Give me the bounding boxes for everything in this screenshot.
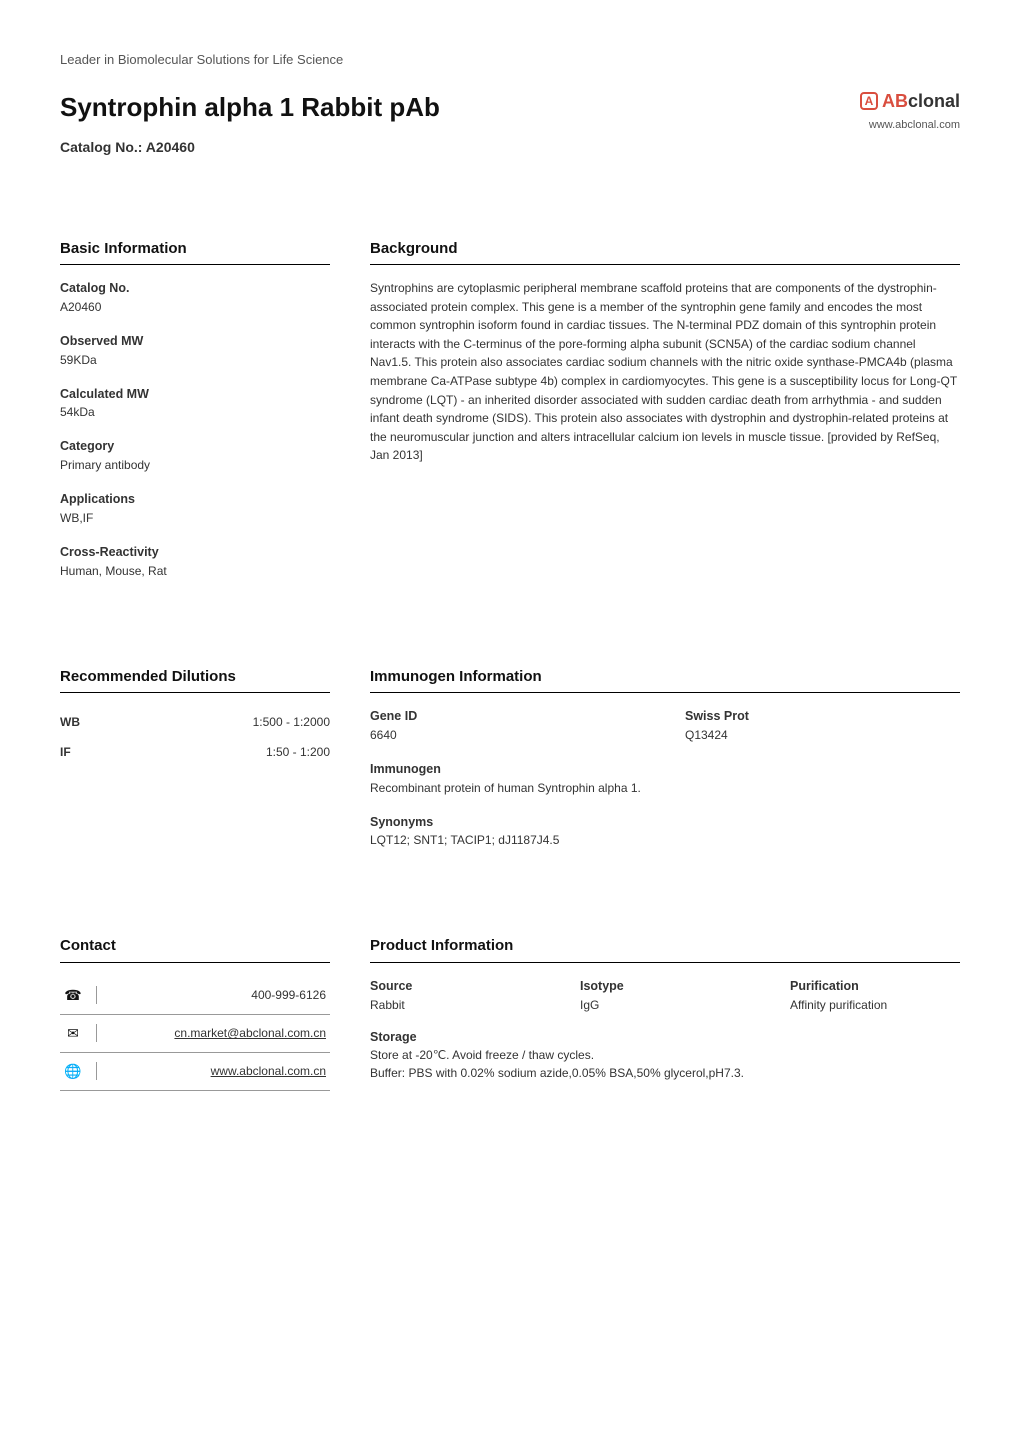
dilution-app: WB xyxy=(60,713,80,731)
synonyms-label: Synonyms xyxy=(370,813,960,832)
basic-info-value: A20460 xyxy=(60,298,330,316)
page-title: Syntrophin alpha 1 Rabbit pAb xyxy=(60,88,440,127)
product-information-section: Product Information Source Rabbit Isotyp… xyxy=(370,935,960,1098)
basic-info-field: ApplicationsWB,IF xyxy=(60,490,330,527)
contact-row: ✉ cn.market@abclonal.com.cn xyxy=(60,1015,330,1053)
title-row: Syntrophin alpha 1 Rabbit pAb Catalog No… xyxy=(60,88,960,238)
dilution-range: 1:500 - 1:2000 xyxy=(253,713,330,731)
logo-text-clonal: clonal xyxy=(908,91,960,111)
basic-info-label: Calculated MW xyxy=(60,385,330,404)
basic-info-value: 59KDa xyxy=(60,351,330,369)
swiss-prot-value: Q13424 xyxy=(685,726,960,744)
dilution-range: 1:50 - 1:200 xyxy=(266,743,330,761)
product-information-heading: Product Information xyxy=(370,935,960,963)
section-contact-product: Contact ☎ 400-999-6126 ✉ cn.market@abclonal… xyxy=(60,935,960,1098)
logo-mark-icon: A xyxy=(860,92,878,110)
swiss-prot-label: Swiss Prot xyxy=(685,707,960,726)
basic-info-value: 54kDa xyxy=(60,403,330,421)
immunogen-value: Recombinant protein of human Syntrophin … xyxy=(370,779,960,797)
dilutions-table: WB 1:500 - 1:2000 IF 1:50 - 1:200 xyxy=(60,707,330,767)
title-block: Syntrophin alpha 1 Rabbit pAb Catalog No… xyxy=(60,88,440,238)
tagline: Leader in Biomolecular Solutions for Lif… xyxy=(60,50,960,70)
synonyms-value: LQT12; SNT1; TACIP1; dJ1187J4.5 xyxy=(370,831,960,849)
basic-info-label: Applications xyxy=(60,490,330,509)
globe-icon: 🌐 xyxy=(64,1061,82,1082)
logo-block: A ABclonal www.abclonal.com xyxy=(860,88,960,134)
logo-url: www.abclonal.com xyxy=(860,117,960,134)
basic-info-field: Calculated MW54kDa xyxy=(60,385,330,422)
contact-value: cn.market@abclonal.com.cn xyxy=(96,1024,326,1042)
logo-text-ab: AB xyxy=(882,91,908,111)
contact-row: ☎ 400-999-6126 xyxy=(60,977,330,1015)
dilution-row: IF 1:50 - 1:200 xyxy=(60,737,330,767)
basic-info-label: Observed MW xyxy=(60,332,330,351)
basic-info-field: Observed MW59KDa xyxy=(60,332,330,369)
synonyms-field: Synonyms LQT12; SNT1; TACIP1; dJ1187J4.5 xyxy=(370,813,960,850)
background-heading: Background xyxy=(370,238,960,266)
section-basic-background: Basic Information Catalog No.A20460 Obser… xyxy=(60,238,960,596)
gene-id-value: 6640 xyxy=(370,726,645,744)
basic-info-field: CategoryPrimary antibody xyxy=(60,437,330,474)
isotype-label: Isotype xyxy=(580,977,750,996)
product-info-grid: Source Rabbit Isotype IgG Purification A… xyxy=(370,977,960,1014)
phone-icon: ☎ xyxy=(64,985,82,1006)
basic-information-heading: Basic Information xyxy=(60,238,330,266)
isotype-value: IgG xyxy=(580,996,750,1014)
storage-field: Storage Store at -20℃. Avoid freeze / th… xyxy=(370,1028,960,1083)
logo-text: ABclonal xyxy=(882,88,960,115)
purification-value: Affinity purification xyxy=(790,996,960,1014)
immunogen-ids: Gene ID 6640 Swiss Prot Q13424 xyxy=(370,707,960,744)
background-text: Syntrophins are cytoplasmic peripheral m… xyxy=(370,279,960,465)
catalog-number-subtitle: Catalog No.: A20460 xyxy=(60,137,440,158)
dilution-row: WB 1:500 - 1:2000 xyxy=(60,707,330,737)
source-label: Source xyxy=(370,977,540,996)
contact-value: 400-999-6126 xyxy=(96,986,326,1004)
basic-info-value: WB,IF xyxy=(60,509,330,527)
basic-info-label: Cross-Reactivity xyxy=(60,543,330,562)
immunogen-heading: Immunogen Information xyxy=(370,666,960,694)
dilutions-heading: Recommended Dilutions xyxy=(60,666,330,694)
contact-row: 🌐 www.abclonal.com.cn xyxy=(60,1053,330,1091)
email-icon: ✉ xyxy=(64,1023,82,1044)
basic-info-value: Primary antibody xyxy=(60,456,330,474)
contact-value: www.abclonal.com.cn xyxy=(96,1062,326,1080)
dilution-app: IF xyxy=(60,743,71,761)
brand-logo: A ABclonal xyxy=(860,88,960,115)
section-dilutions-immunogen: Recommended Dilutions WB 1:500 - 1:2000 IF… xyxy=(60,666,960,866)
basic-info-label: Catalog No. xyxy=(60,279,330,298)
basic-info-label: Category xyxy=(60,437,330,456)
source-value: Rabbit xyxy=(370,996,540,1014)
contact-heading: Contact xyxy=(60,935,330,963)
basic-info-value: Human, Mouse, Rat xyxy=(60,562,330,580)
basic-information-section: Basic Information Catalog No.A20460 Obser… xyxy=(60,238,330,596)
storage-label: Storage xyxy=(370,1028,960,1047)
gene-id-label: Gene ID xyxy=(370,707,645,726)
background-section: Background Syntrophins are cytoplasmic p… xyxy=(370,238,960,596)
basic-info-field: Catalog No.A20460 xyxy=(60,279,330,316)
contact-section: Contact ☎ 400-999-6126 ✉ cn.market@abclonal… xyxy=(60,935,330,1098)
immunogen-label: Immunogen xyxy=(370,760,960,779)
immunogen-section: Immunogen Information Gene ID 6640 Swiss… xyxy=(370,666,960,866)
purification-label: Purification xyxy=(790,977,960,996)
storage-line2: Buffer: PBS with 0.02% sodium azide,0.05… xyxy=(370,1064,960,1082)
storage-line1: Store at -20℃. Avoid freeze / thaw cycle… xyxy=(370,1046,960,1064)
immunogen-field: Immunogen Recombinant protein of human S… xyxy=(370,760,960,797)
dilutions-section: Recommended Dilutions WB 1:500 - 1:2000 IF… xyxy=(60,666,330,866)
basic-info-field: Cross-ReactivityHuman, Mouse, Rat xyxy=(60,543,330,580)
